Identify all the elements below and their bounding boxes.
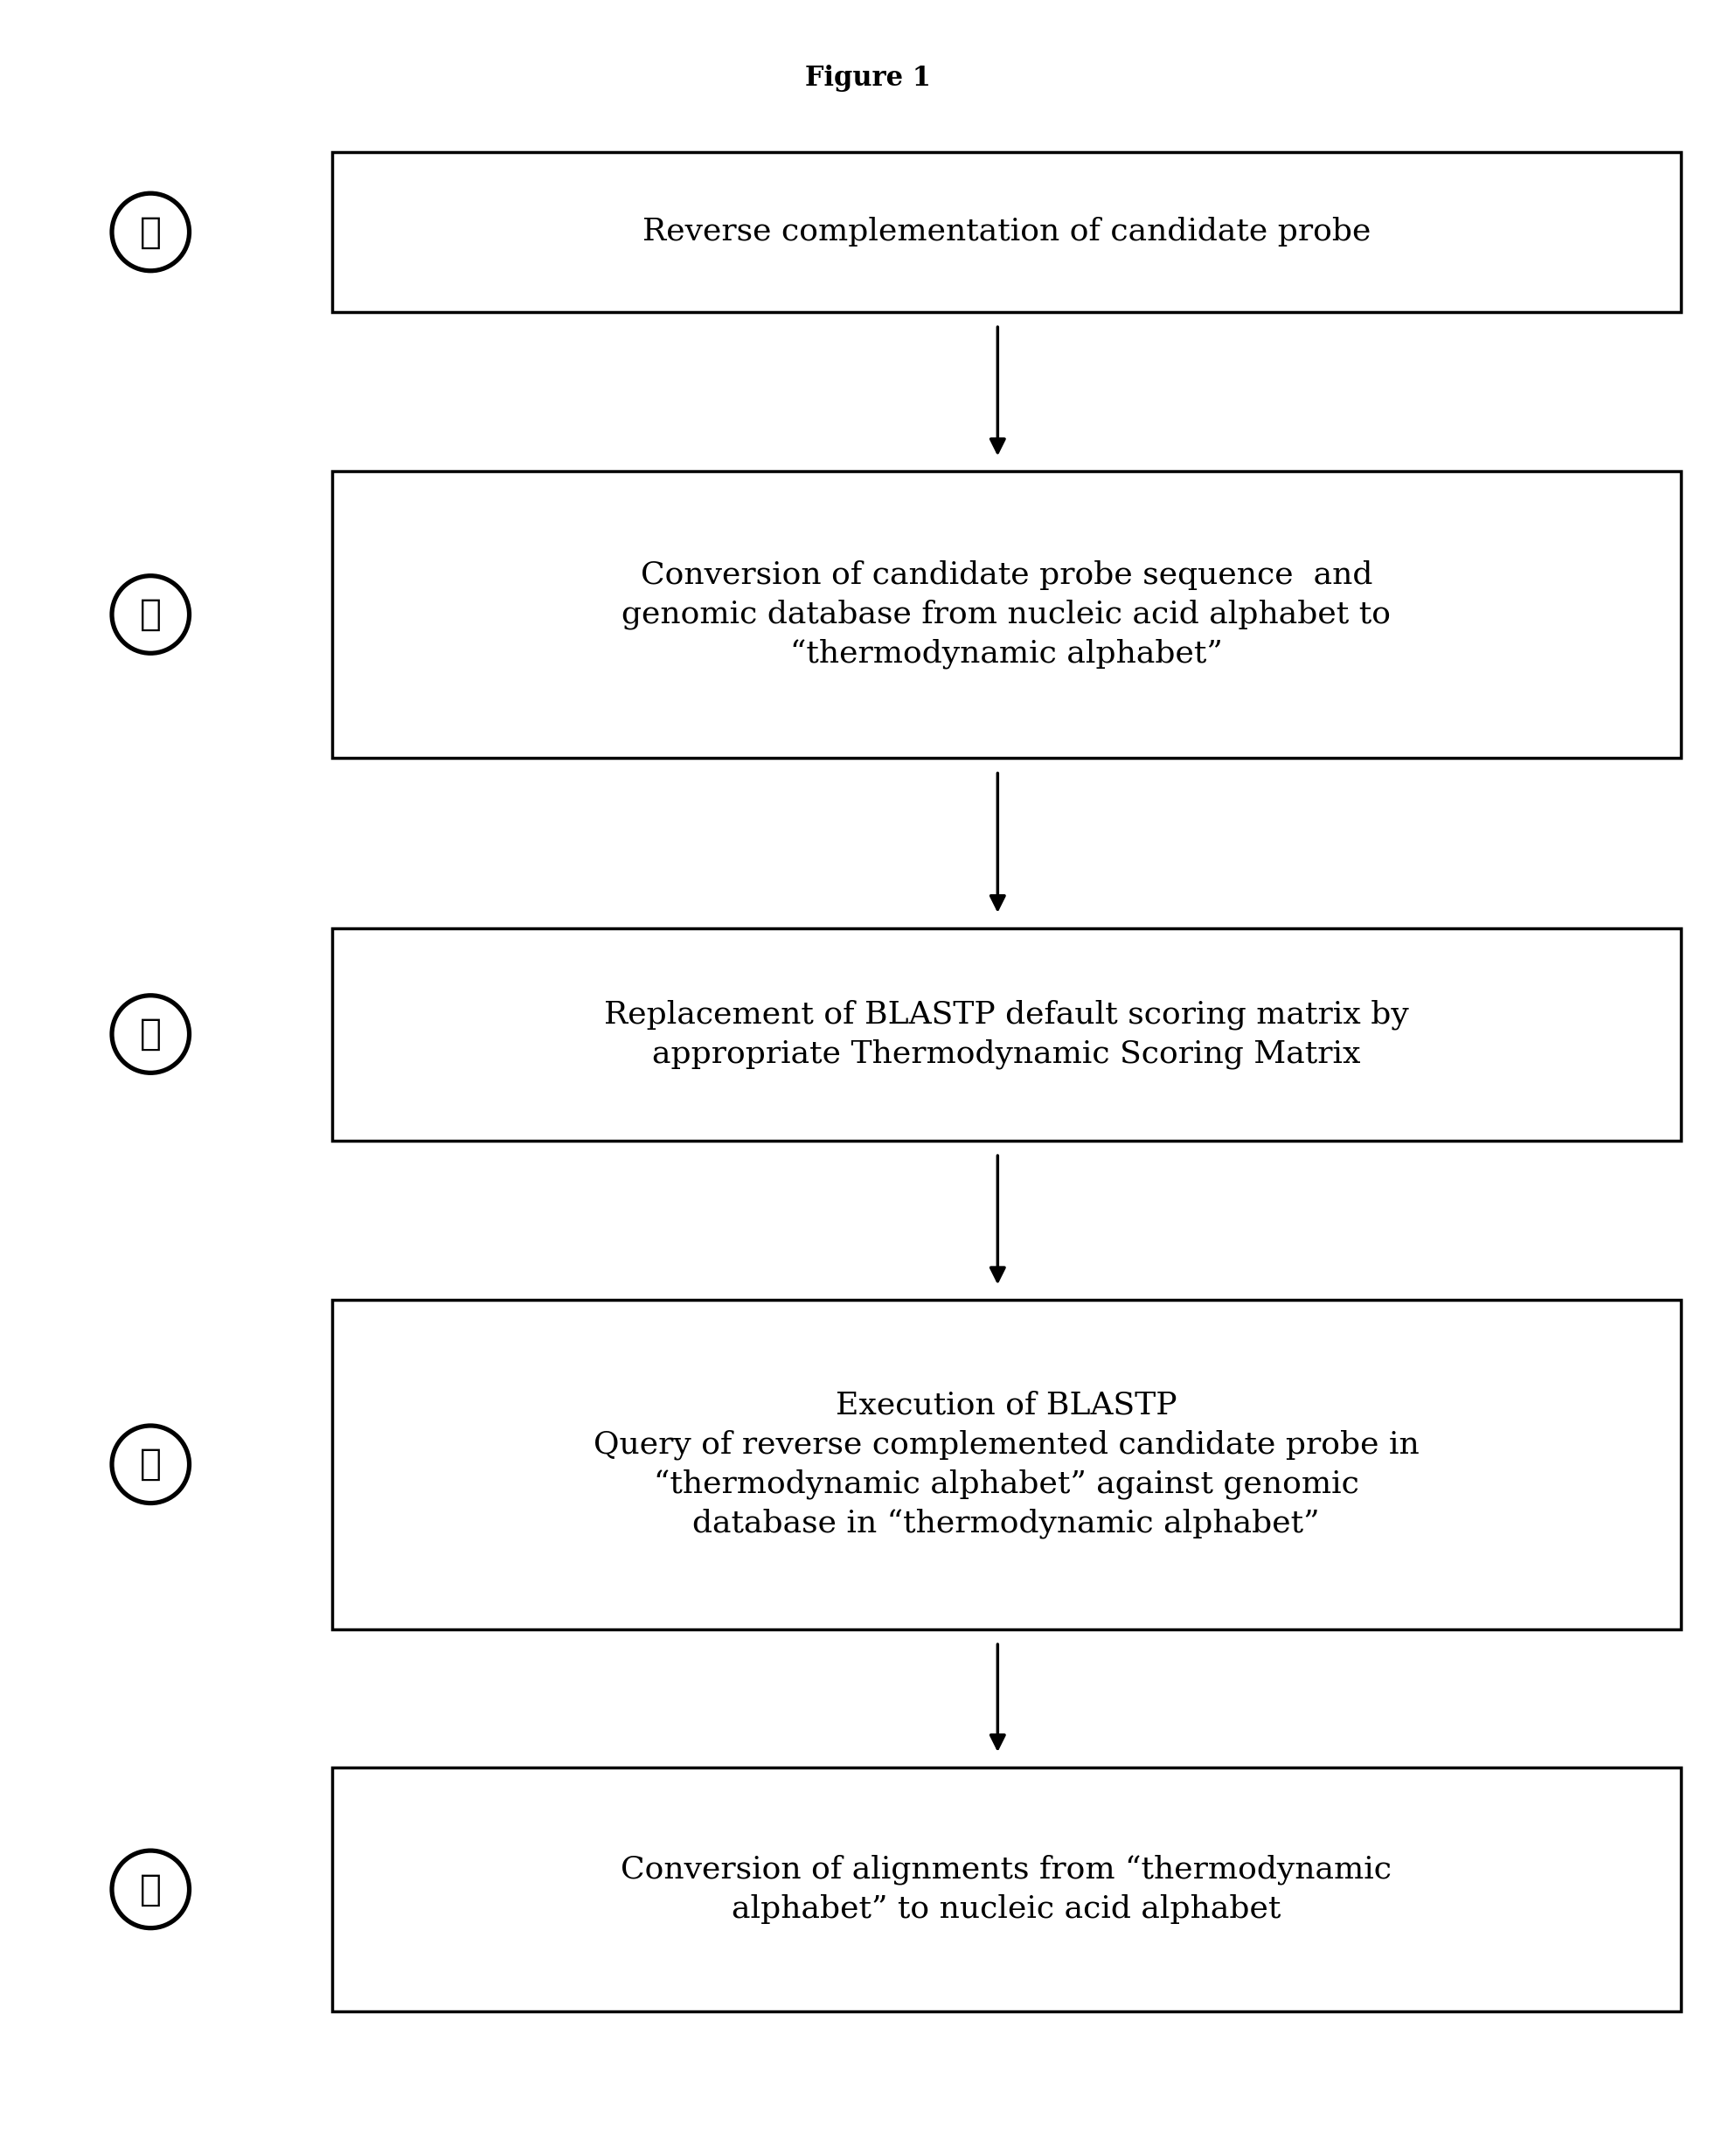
Ellipse shape [111, 1851, 189, 1927]
Text: Replacement of BLASTP default scoring matrix by
appropriate Thermodynamic Scorin: Replacement of BLASTP default scoring ma… [604, 1000, 1408, 1068]
FancyBboxPatch shape [332, 927, 1680, 1141]
Ellipse shape [111, 996, 189, 1072]
Text: ②: ② [139, 597, 161, 633]
FancyBboxPatch shape [332, 151, 1680, 311]
Text: Execution of BLASTP
Query of reverse complemented candidate probe in
“thermodyna: Execution of BLASTP Query of reverse com… [594, 1390, 1420, 1539]
Ellipse shape [111, 576, 189, 652]
Text: ③: ③ [139, 1015, 161, 1053]
Text: ⑤: ⑤ [139, 1872, 161, 1908]
Text: Reverse complementation of candidate probe: Reverse complementation of candidate pro… [642, 217, 1370, 247]
Ellipse shape [111, 1426, 189, 1503]
Ellipse shape [111, 194, 189, 271]
Text: ①: ① [139, 213, 161, 249]
Text: ④: ④ [139, 1445, 161, 1482]
FancyBboxPatch shape [332, 1767, 1680, 2010]
FancyBboxPatch shape [332, 471, 1680, 757]
FancyBboxPatch shape [332, 1301, 1680, 1629]
Text: Conversion of candidate probe sequence  and
genomic database from nucleic acid a: Conversion of candidate probe sequence a… [621, 561, 1391, 669]
Text: Figure 1: Figure 1 [806, 64, 930, 92]
Text: Conversion of alignments from “thermodynamic
alphabet” to nucleic acid alphabet: Conversion of alignments from “thermodyn… [621, 1855, 1392, 1923]
